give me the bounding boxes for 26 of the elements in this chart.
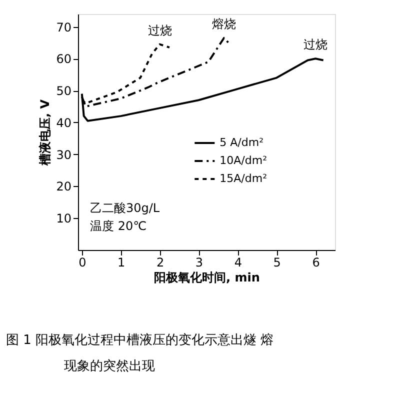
legend-label: 15A/dm²: [220, 172, 267, 185]
annotation: 温度 20℃: [90, 219, 147, 233]
y-tick-label: 50: [56, 84, 72, 98]
x-tick-label: 3: [195, 256, 204, 270]
legend-label: 10A/dm²: [220, 154, 267, 167]
x-tick-label: 1: [118, 256, 126, 270]
y-tick-label: 40: [56, 116, 72, 130]
text: 现象的突然出现: [64, 359, 155, 374]
y-tick-label: 30: [56, 148, 72, 162]
y-tick-label: 10: [56, 212, 72, 226]
annotation: 乙二酸30g/L: [90, 201, 160, 215]
x-axis-title: 阳极氧化时间, min: [154, 270, 260, 284]
x-tick-label: 6: [312, 256, 320, 270]
x-tick-label: 2: [156, 256, 164, 270]
x-tick-label: 0: [78, 256, 86, 270]
annotation: 过烧: [304, 38, 328, 52]
x-tick-label: 5: [273, 256, 281, 270]
y-axis-title: 槽液电压, V: [38, 98, 52, 167]
y-tick-label: 60: [56, 52, 72, 66]
annotation: 过烧: [148, 23, 172, 38]
annotation: 熔烧: [212, 16, 236, 31]
x-tick-label: 4: [234, 256, 242, 270]
y-tick-label: 70: [56, 20, 72, 34]
caption: 图 1 阳极氧化过程中槽液压的变化示意出燧 熔: [6, 333, 274, 348]
y-tick-label: 20: [56, 180, 72, 194]
legend-label: 5 A/dm²: [220, 136, 264, 149]
